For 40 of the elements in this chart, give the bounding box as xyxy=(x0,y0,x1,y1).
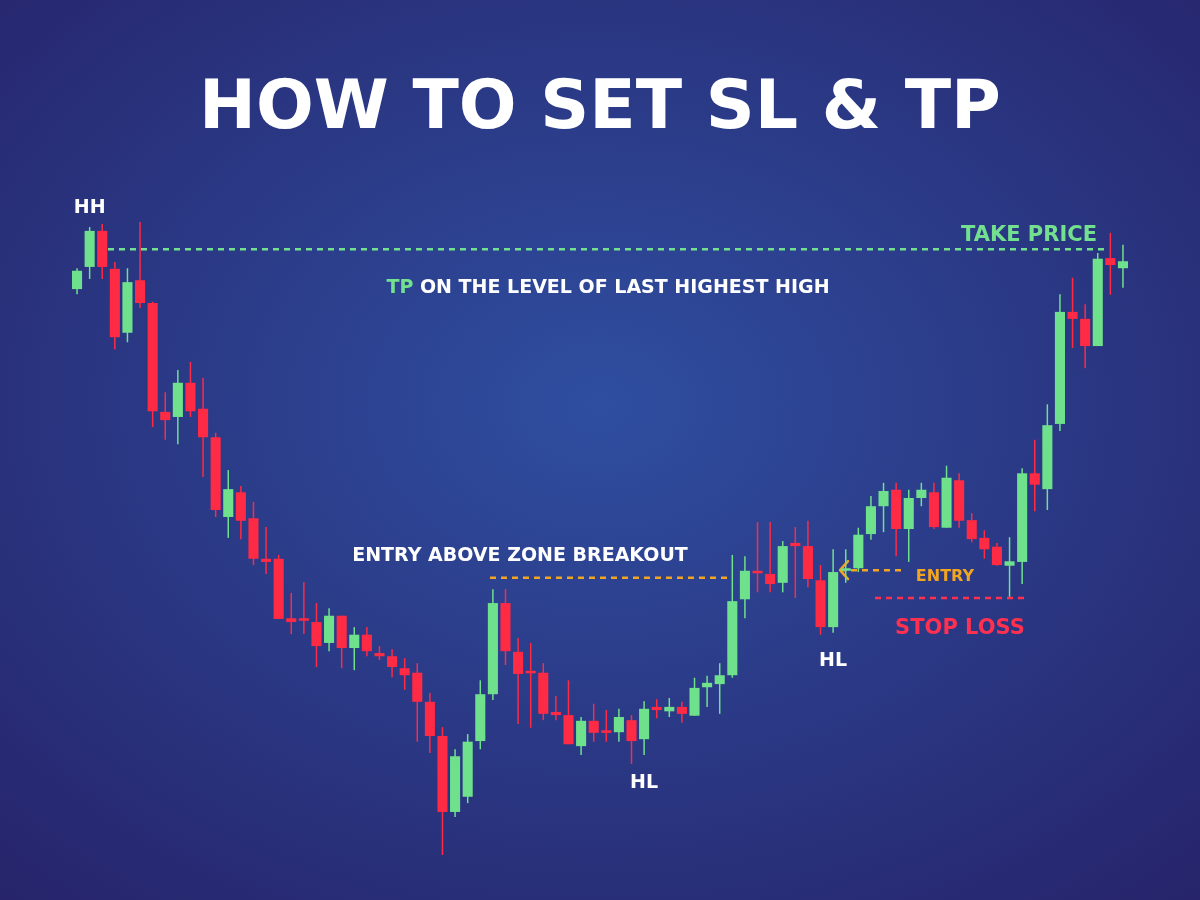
chart-title: HOW TO SET SL & TP xyxy=(199,65,1001,144)
candlestick xyxy=(286,592,297,635)
candlestick xyxy=(1004,536,1015,598)
candlestick xyxy=(916,482,927,507)
candlestick xyxy=(714,662,725,715)
candlestick xyxy=(626,714,637,765)
candlestick xyxy=(613,708,624,743)
candlestick xyxy=(790,526,801,599)
candlestick xyxy=(513,637,524,725)
candlestick xyxy=(651,698,662,720)
candlestick xyxy=(676,701,687,724)
candlestick xyxy=(765,521,776,594)
candlestick xyxy=(135,221,146,309)
annotation: HL xyxy=(630,770,659,793)
candlestick xyxy=(261,526,272,575)
candlestick xyxy=(349,626,360,671)
candlestick xyxy=(1029,439,1040,513)
candlestick xyxy=(1067,276,1078,349)
candlestick xyxy=(588,702,599,743)
candlestick xyxy=(160,391,171,441)
candlestick xyxy=(979,529,990,560)
ref-line-label: STOP LOSS xyxy=(895,615,1025,639)
candlestick xyxy=(1105,232,1116,296)
annotation: HL xyxy=(819,648,848,671)
candlestick xyxy=(601,709,612,743)
annotation: TP ON THE LEVEL OF LAST HIGHEST HIGH xyxy=(386,274,830,297)
candlestick xyxy=(387,648,398,678)
candlestick xyxy=(361,626,372,657)
text: HH xyxy=(73,194,106,217)
ref-line-label: TAKE PRICE xyxy=(960,222,1097,247)
ref-line-label: ENTRY xyxy=(915,565,975,585)
candlestick xyxy=(1117,244,1128,289)
candlestick xyxy=(298,581,309,635)
candlestick xyxy=(966,512,977,544)
candlestick xyxy=(399,657,410,691)
candlestick xyxy=(72,267,83,295)
candlestick xyxy=(550,695,561,721)
candlestick xyxy=(878,482,889,533)
ref-line-label: ENTRY ABOVE ZONE BREAKOUT xyxy=(352,543,688,566)
candlestick xyxy=(991,542,1002,567)
